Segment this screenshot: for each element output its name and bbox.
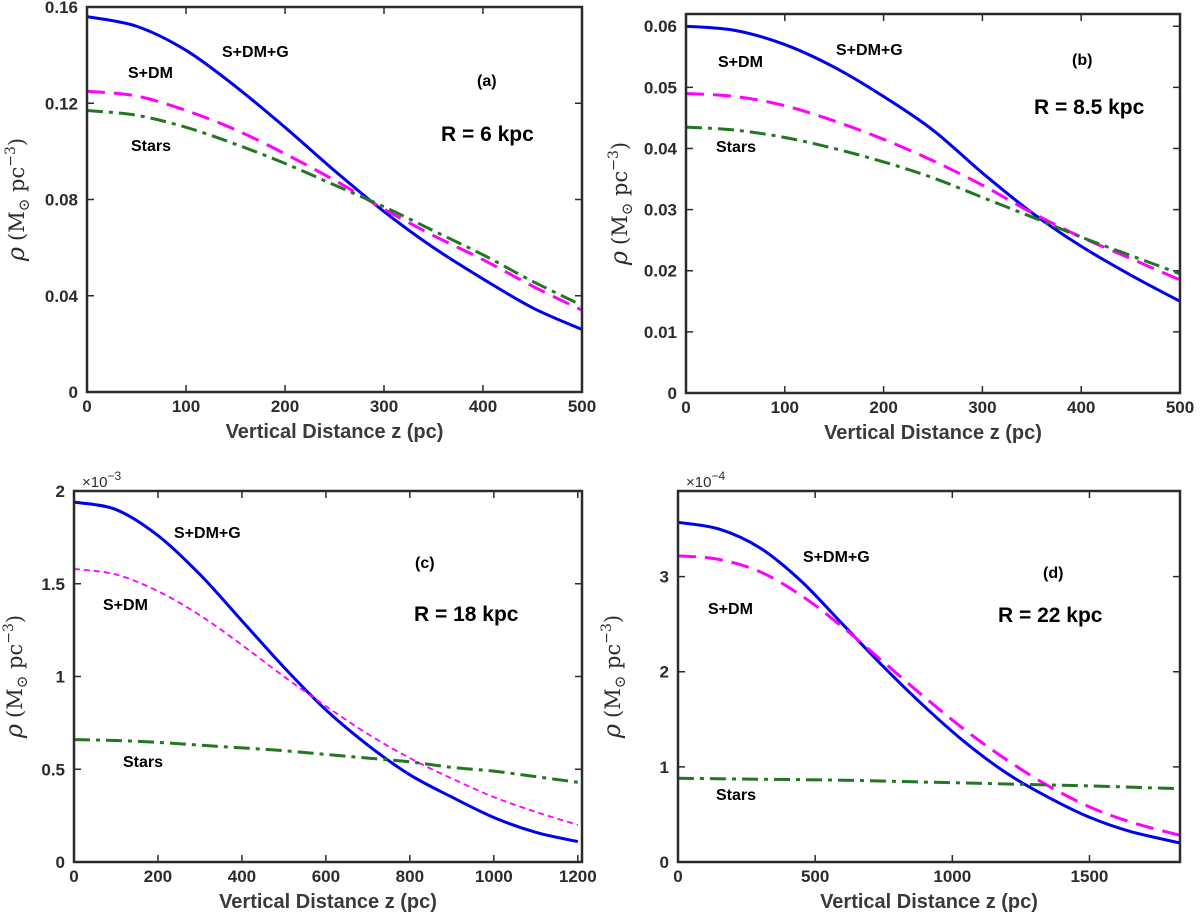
y-tick-label: 0.04 (644, 139, 678, 158)
curve-label: S+DM (128, 65, 173, 82)
y-axis-title: ρ(M⊙ pc−3) (605, 142, 636, 266)
curve-label: S+DM (718, 54, 763, 71)
y-axis-title: ρ(M⊙ pc−3) (0, 615, 31, 739)
y-tick-label: 1 (56, 668, 65, 687)
curve-label: S+DM (708, 601, 753, 618)
y-tick-label: 0.01 (644, 323, 677, 342)
plot-frame (684, 12, 1182, 395)
x-tick-label: 400 (228, 867, 256, 886)
y-tick-label: 0.12 (45, 94, 78, 113)
x-tick-label: 500 (1166, 398, 1194, 417)
curve-label: S+DM+G (836, 42, 903, 59)
curve-label: S+DM+G (222, 44, 289, 61)
x-tick-label: 500 (568, 397, 596, 416)
series-line-s-dm (686, 91, 1180, 282)
y-tick-label: 3 (660, 568, 669, 587)
y-tick-label: 0 (660, 853, 669, 872)
x-tick-label: 600 (312, 867, 340, 886)
x-tick-label: 400 (469, 397, 497, 416)
series-line-s-dm-g (74, 500, 579, 844)
chart-panel: 0 100 200 300 400 500 0 0.01 0.02 0.03 0.04 0.05 0.0… (605, 12, 1194, 444)
y-tick-label: 0.06 (644, 17, 677, 36)
y-scale-factor: ×10−3 (82, 469, 121, 491)
y-tick-label: 0.02 (644, 262, 677, 281)
x-axis-title: Vertical Distance z (pc) (824, 422, 1042, 444)
series-line-s-dm-g (87, 15, 582, 331)
x-tick-label: 500 (801, 867, 829, 886)
series-line-s-dm-g (678, 520, 1180, 845)
y-axis-title: ρ(M⊙ pc−3) (2, 138, 33, 262)
x-tick-label: 0 (82, 397, 91, 416)
curve-label: Stars (131, 138, 171, 155)
y-tick-label: 1.5 (41, 575, 65, 594)
radius-annotation: R = 6 kpc (441, 123, 534, 146)
series-line-stars (678, 776, 1180, 791)
panel-tag: (c) (415, 555, 435, 572)
curve-label: S+DM+G (174, 525, 241, 542)
x-tick-label: 0 (69, 867, 78, 886)
panel-tag: (b) (1072, 52, 1092, 69)
x-tick-label: 200 (869, 398, 897, 417)
x-axis-title: Vertical Distance z (pc) (820, 891, 1038, 913)
x-tick-label: 1200 (559, 867, 597, 886)
curve-label: Stars (123, 754, 163, 771)
panel-tag: (d) (1043, 565, 1063, 582)
x-tick-label: 1500 (1071, 867, 1109, 886)
curve-label: Stars (716, 787, 756, 804)
curve-label: Stars (716, 139, 756, 156)
y-tick-label: 0 (56, 853, 65, 872)
x-tick-label: 800 (396, 867, 424, 886)
y-tick-label: 0.03 (644, 201, 677, 220)
y-tick-label: 1 (660, 758, 669, 777)
x-tick-label: 100 (771, 398, 799, 417)
chart-panel: 0 200 400 600 800 1000 1200 0 0.5 1 1.5 2 ×10−3 S+DM+… (0, 469, 597, 913)
radius-annotation: R = 8.5 kpc (1034, 96, 1145, 119)
radius-annotation: R = 18 kpc (414, 603, 519, 626)
chart-panel: 0 500 1000 1500 0 1 2 3 ×10−4 S+DM+G S+DM Stars (d) R… (598, 469, 1182, 913)
series-line-s-dm (678, 554, 1180, 837)
y-scale-factor: ×10−4 (686, 469, 725, 491)
series-line-s-dm (87, 89, 582, 312)
y-tick-label: 0.05 (644, 78, 677, 97)
x-tick-label: 1000 (933, 867, 971, 886)
y-tick-label: 0.04 (45, 287, 79, 306)
x-tick-label: 300 (370, 397, 398, 416)
series-line-s-dm (74, 568, 579, 826)
x-axis-title: Vertical Distance z (pc) (226, 421, 444, 443)
plot-frame (72, 489, 584, 864)
curve-label: S+DM+G (803, 549, 870, 566)
series-line-stars (74, 738, 578, 784)
x-tick-label: 0 (681, 398, 690, 417)
x-tick-label: 1000 (475, 867, 513, 886)
x-axis-title: Vertical Distance z (pc) (219, 891, 437, 913)
x-tick-label: 200 (271, 397, 299, 416)
y-tick-label: 0 (668, 384, 677, 403)
y-tick-label: 0.5 (41, 760, 65, 779)
series-line-stars (87, 108, 582, 307)
y-tick-label: 0.16 (45, 0, 78, 17)
curve-label: S+DM (103, 597, 148, 614)
plot-frame (676, 489, 1182, 864)
y-axis-title: ρ(M⊙ pc−3) (598, 615, 629, 739)
y-tick-label: 2 (660, 663, 669, 682)
y-tick-label: 0.08 (45, 191, 78, 210)
x-tick-label: 400 (1067, 398, 1095, 417)
x-tick-label: 300 (968, 398, 996, 417)
series-line-s-dm-g (686, 24, 1180, 303)
y-tick-label: 2 (56, 482, 65, 501)
x-tick-label: 100 (172, 397, 200, 416)
chart-panel: 0 100 200 300 400 500 0 0.04 0.08 0.12 0.16 S+DM+G S… (2, 0, 596, 443)
x-tick-label: 200 (144, 867, 172, 886)
y-tick-label: 0 (69, 383, 78, 402)
series-line-stars (686, 125, 1180, 276)
radius-annotation: R = 22 kpc (998, 604, 1103, 627)
plot-frame (85, 5, 584, 394)
panel-tag: (a) (477, 73, 497, 90)
x-tick-label: 0 (673, 867, 682, 886)
